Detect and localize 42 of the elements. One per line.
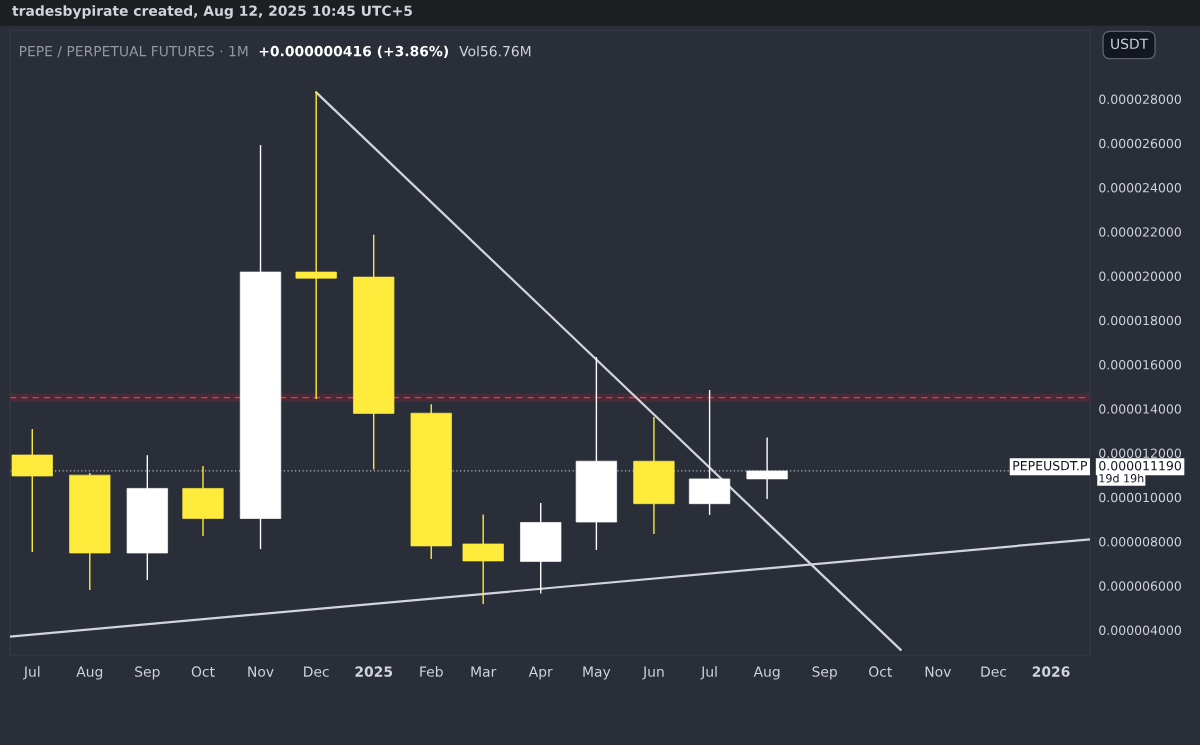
x-tick-label: Aug <box>76 666 103 680</box>
y-tick-label: 0.000012000 <box>1099 448 1182 458</box>
chart-subtitle: tradesbypirate created, Aug 12, 2025 10:45 UTC+5 <box>12 5 412 19</box>
x-tick-label: Mar <box>471 666 497 677</box>
x-tick-label: Feb <box>420 666 443 677</box>
x-tick-label: Jul <box>23 666 40 680</box>
y-tick-label: 0.000022000 <box>1099 227 1182 237</box>
x-tick-label: Jun <box>642 666 664 680</box>
x-tick-label: Nov <box>925 666 951 677</box>
y-axis-title: USDT <box>1111 38 1149 50</box>
y-tick-label: 0.000026000 <box>1099 138 1182 149</box>
y-tick-label: 0.000010000 <box>1099 492 1182 503</box>
x-tick-label: Dec <box>304 666 329 677</box>
x-tick-label: Sep <box>135 666 160 680</box>
y-tick-label: 0.000024000 <box>1099 182 1182 193</box>
x-tick-label: 2025 <box>355 666 393 677</box>
ref-line-label: 0.000011190 <box>1099 460 1182 471</box>
y-tick-label: 0.000014000 <box>1099 404 1182 414</box>
x-tick-label: 2026 <box>1032 666 1070 677</box>
x-tick-label: Oct <box>869 666 892 677</box>
annotation: Vol56.76M <box>459 45 531 57</box>
y-tick-label: 0.000006000 <box>1099 581 1182 591</box>
annotation: PEPEUSDT.P <box>1013 460 1088 471</box>
x-tick-label: Sep <box>812 666 837 680</box>
candlestick <box>746 436 788 500</box>
y-tick-label: 0.000020000 <box>1099 271 1182 281</box>
text: PEPE / PERPETUAL FUTURES · 1M <box>20 45 248 58</box>
candlestick <box>295 90 337 400</box>
x-tick-label: Dec <box>981 666 1007 677</box>
y-tick-label: 0.000004000 <box>1099 625 1182 635</box>
x-tick-label: Nov <box>248 666 274 677</box>
y-tick-label: 0.000028000 <box>1099 94 1182 104</box>
y-tick-label: 0.000008000 <box>1099 536 1182 547</box>
y-tick-label: 0.000016000 <box>1099 359 1182 370</box>
x-tick-label: Apr <box>528 666 553 680</box>
x-tick-label: Aug <box>753 666 780 680</box>
text: 19d 19h <box>1099 473 1144 483</box>
x-tick-label: May <box>583 666 611 680</box>
y-tick-label: 0.000018000 <box>1099 315 1182 326</box>
x-tick-label: Oct <box>191 666 215 677</box>
x-tick-label: Jul <box>700 666 717 680</box>
annotation: +0.000000416 (+3.86%) <box>259 45 448 59</box>
